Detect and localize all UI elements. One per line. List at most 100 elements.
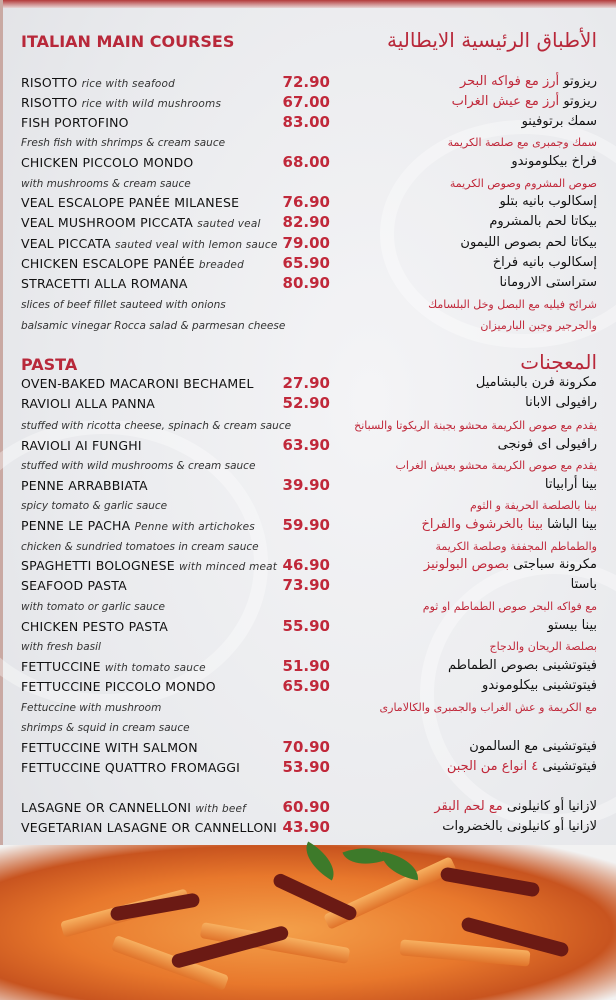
item-name-arabic-text: ريزوتو bbox=[563, 94, 597, 109]
item-name-text: RISOTTO bbox=[21, 95, 78, 110]
item-name-text: FETTUCCINE QUATTRO FROMAGGI bbox=[21, 760, 241, 775]
item-price: 65.90 bbox=[282, 254, 330, 272]
item-name-arabic: إسكالوب بانيه بتلو bbox=[500, 194, 597, 209]
item-name: VEAL ESCALOPE PANÉE MILANESE bbox=[21, 195, 239, 210]
item-name-arabic-text: لازانيا أو كانيلونى بالخضروات bbox=[442, 819, 597, 834]
menu-item: VEAL PICCATA sauted veal with lemon sauc… bbox=[0, 234, 616, 254]
item-name: FETTUCCINE PICCOLO MONDO bbox=[21, 679, 216, 694]
item-name-arabic: فيتوتشينى ٤ انواع من الجبن bbox=[447, 759, 597, 774]
left-border bbox=[0, 0, 3, 845]
menu-item: RISOTTO rice with wild mushrooms 67.00 ريز… bbox=[0, 93, 616, 113]
item-name-arabic: لازانيا أو كانيلونى بالخضروات bbox=[442, 819, 597, 834]
item-name-arabic: ريزوتو أرز مع فواكه البحر bbox=[460, 74, 597, 89]
item-description-arabic: بصلصة الريحان والدجاج bbox=[489, 640, 598, 653]
item-name-arabic-text: بينا بيستو bbox=[547, 618, 597, 633]
item-name-arabic-text: مكرونة سباجتى bbox=[513, 557, 597, 572]
item-name: VEAL PICCATA sauted veal with lemon sauc… bbox=[21, 236, 278, 251]
item-name-text: CHICKEN ESCALOPE PANÉE bbox=[21, 256, 195, 271]
item-name-arabic: رافيولى الابانا bbox=[525, 395, 597, 410]
item-price: 53.90 bbox=[282, 758, 330, 776]
item-name-arabic: إسكالوب بانيه فراخ bbox=[493, 255, 597, 270]
item-description-arabic: والجرجير وجبن البارميزان bbox=[480, 319, 597, 332]
item-price: 80.90 bbox=[282, 274, 330, 292]
menu-item: VEAL ESCALOPE PANÉE MILANESE 76.90 إسكالوب… bbox=[0, 193, 616, 213]
item-name-arabic: فيتوتشينى مع السالمون bbox=[469, 739, 597, 754]
menu-item: SEAFOOD PASTA 73.90 باستا bbox=[0, 576, 616, 596]
item-name-text: RISOTTO bbox=[21, 75, 78, 90]
item-name: FETTUCCINE with tomato sauce bbox=[21, 659, 206, 674]
item-name: RAVIOLI ALLA PANNA bbox=[21, 396, 155, 411]
item-name-arabic: مكرونة فرن بالبشاميل bbox=[476, 375, 597, 390]
item-price: 60.90 bbox=[282, 798, 330, 816]
item-note-arabic: أرز مع عيش الغراب bbox=[451, 94, 560, 109]
menu-item: CHICKEN PICCOLO MONDO 68.00 فراخ بيكلوموند… bbox=[0, 153, 616, 173]
item-note: breaded bbox=[198, 259, 244, 271]
item-name-arabic-text: لازانيا أو كانيلونى bbox=[506, 799, 597, 814]
item-name-text: VEAL MUSHROOM PICCATA bbox=[21, 215, 194, 230]
item-name: CHICKEN ESCALOPE PANÉE breaded bbox=[21, 256, 244, 271]
item-name: LASAGNE OR CANNELLONI with beef bbox=[21, 800, 246, 815]
item-note-arabic: ٤ انواع من الجبن bbox=[446, 759, 539, 774]
item-name: FETTUCCINE WITH SALMON bbox=[21, 740, 198, 755]
item-note: with beef bbox=[195, 803, 247, 815]
menu-item: RISOTTO rice with seafood 72.90 ريزوتو أرز… bbox=[0, 73, 616, 93]
item-note: sauted veal bbox=[197, 218, 261, 230]
item-description-arabic: والطماطم المجففة وصلصة الكريمة bbox=[435, 540, 597, 553]
menu-item: VEGETARIAN LASAGNE OR CANNELLONI 43.90 لاز… bbox=[0, 818, 616, 838]
item-name-arabic-text: فيتوتشينى bbox=[542, 759, 597, 774]
item-name-text: VEAL PICCATA bbox=[21, 236, 111, 251]
item-price: 70.90 bbox=[282, 738, 330, 756]
item-note-arabic: بصوص البولونيز bbox=[423, 557, 509, 572]
menu-item-description: with tomato or garlic sauce مع فواكه البح… bbox=[0, 597, 616, 617]
item-name-arabic-text: سمك برتوفينو bbox=[521, 114, 597, 129]
item-name-arabic-text: بينا الباشا bbox=[547, 517, 597, 532]
menu-item-description: with fresh basil بصلصة الريحان والدجاج bbox=[0, 637, 616, 657]
item-price: 51.90 bbox=[282, 657, 330, 675]
item-name-arabic-text: مكرونة فرن بالبشاميل bbox=[475, 375, 597, 390]
item-name-text: LASAGNE OR CANNELLONI bbox=[21, 800, 192, 815]
item-name-arabic: بينا الباشا بينا بالخرشوف والفراخ bbox=[422, 517, 598, 532]
item-price: 59.90 bbox=[282, 516, 330, 534]
item-note-arabic: بينا بالخرشوف والفراخ bbox=[421, 517, 543, 532]
item-description: Fresh fish with shrimps & cream sauce bbox=[21, 137, 226, 149]
item-price: 46.90 bbox=[282, 556, 330, 574]
item-name-text: SPAGHETTI BOLOGNESE bbox=[21, 558, 175, 573]
item-note: Penne with artichokes bbox=[134, 521, 255, 533]
item-name-text: PENNE ARRABBIATA bbox=[21, 478, 148, 493]
item-name: VEGETARIAN LASAGNE OR CANNELLONI bbox=[21, 820, 277, 835]
section-title-pasta: PASTA bbox=[21, 355, 78, 374]
item-name-arabic-text: بيكاتا لحم بصوص الليمون bbox=[460, 235, 597, 250]
menu-item: OVEN-BAKED MACARONI BECHAMEL 27.90 مكرونة … bbox=[0, 374, 616, 394]
item-name-arabic-text: رافيولى الابانا bbox=[525, 395, 597, 410]
item-description: slices of beef fillet sauteed with onion… bbox=[21, 299, 226, 311]
item-name: RAVIOLI AI FUNGHI bbox=[21, 438, 142, 453]
item-name: FETTUCCINE QUATTRO FROMAGGI bbox=[21, 760, 240, 775]
item-price: 82.90 bbox=[282, 213, 330, 231]
item-name: OVEN-BAKED MACARONI BECHAMEL bbox=[21, 376, 254, 391]
item-name-arabic-text: رافيولى اى فونجى bbox=[497, 437, 597, 452]
item-name-arabic-text: ريزوتو bbox=[563, 74, 597, 89]
item-description: stuffed with wild mushrooms & cream sauc… bbox=[21, 460, 256, 472]
item-description-arabic: بينا بالصلصة الحريفة و الثوم bbox=[469, 499, 597, 512]
item-name-text: CHICKEN PESTO PASTA bbox=[21, 619, 169, 634]
item-description-arabic: يقدم مع صوص الكريمة محشو بعيش الغراب bbox=[395, 459, 597, 472]
section-title-pasta-ar: المعجنات bbox=[520, 350, 597, 374]
item-price: 43.90 bbox=[282, 818, 330, 836]
item-description: with fresh basil bbox=[21, 641, 101, 653]
item-price: 72.90 bbox=[282, 73, 330, 91]
item-name: VEAL MUSHROOM PICCATA sauted veal bbox=[21, 215, 261, 230]
item-name-arabic: رافيولى اى فونجى bbox=[498, 437, 597, 452]
item-name: CHICKEN PICCOLO MONDO bbox=[21, 155, 193, 170]
item-name-arabic: مكرونة سباجتى بصوص البولونيز bbox=[424, 557, 597, 572]
item-description: Fettuccine with mushroom bbox=[21, 702, 162, 714]
item-name-arabic: بيكاتا لحم بصوص الليمون bbox=[460, 235, 597, 250]
item-name-arabic-text: باستا bbox=[570, 577, 597, 592]
item-name-arabic: بيكاتا لحم بالمشروم bbox=[489, 214, 597, 229]
item-name: STRACETTI ALLA ROMANA bbox=[21, 276, 188, 291]
item-price: 63.90 bbox=[282, 436, 330, 454]
item-description: spicy tomato & garlic sauce bbox=[21, 500, 168, 512]
item-name: CHICKEN PESTO PASTA bbox=[21, 619, 168, 634]
item-description: stuffed with ricotta cheese, spinach & c… bbox=[21, 420, 292, 432]
menu-item: CHICKEN PESTO PASTA 55.90 بينا بيستو bbox=[0, 617, 616, 637]
